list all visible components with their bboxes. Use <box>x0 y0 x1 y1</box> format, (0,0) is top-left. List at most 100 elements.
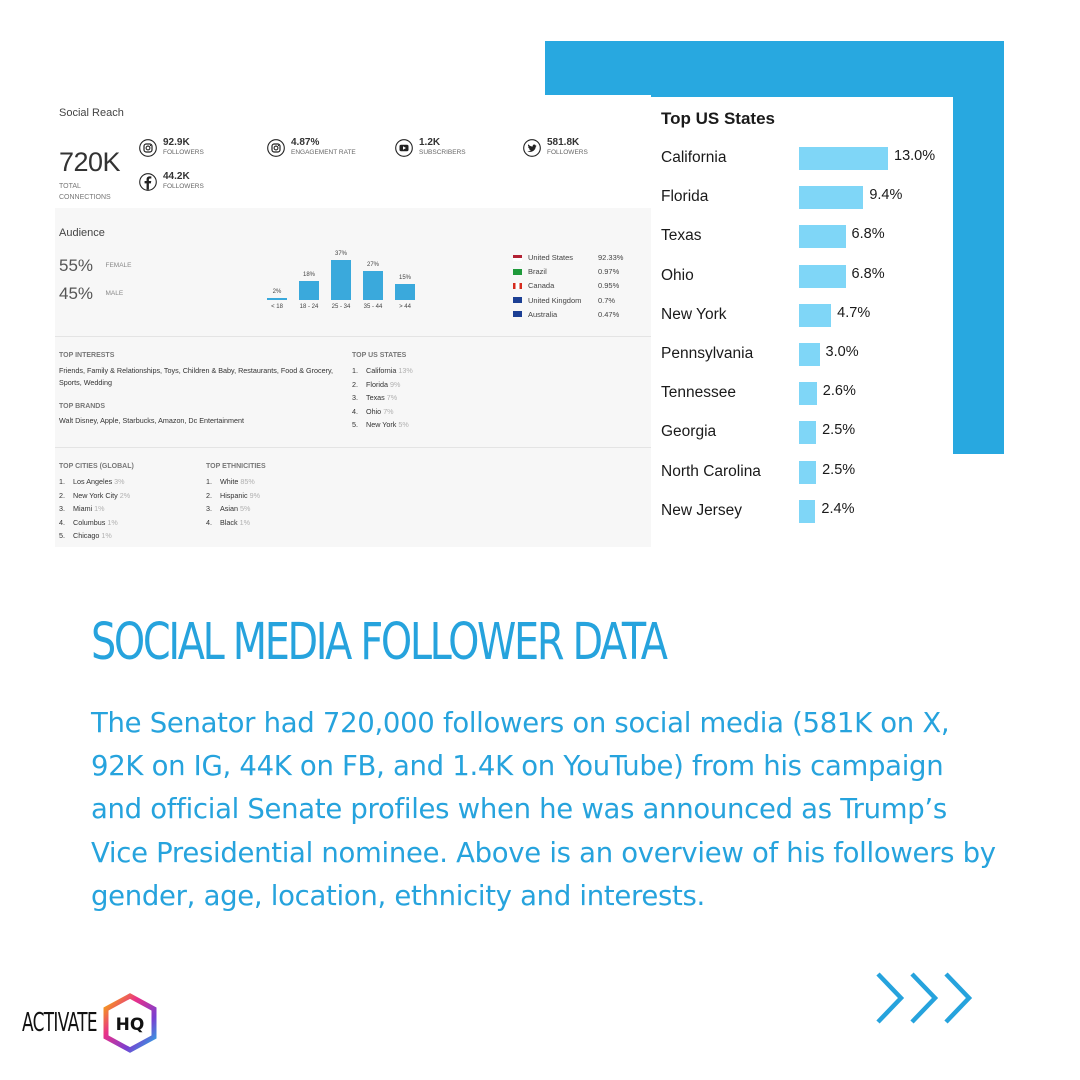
male-pct: 45% <box>59 284 94 303</box>
list-index: 1. <box>59 477 65 486</box>
list-index: 5. <box>59 531 65 540</box>
state-bar <box>799 499 816 523</box>
country-pct: 0.97% <box>598 267 620 277</box>
metric-facebook-followers: 44.2K FOLLOWERS <box>139 172 204 192</box>
state-value: 6.8% <box>851 226 885 243</box>
list-index: 2. <box>352 379 358 389</box>
age-bar-category: 25 - 34 <box>331 304 351 310</box>
social-reach-title: Social Reach <box>59 107 124 119</box>
age-bar-value: 2% <box>272 288 282 295</box>
list-name: White <box>220 477 239 486</box>
state-name: California <box>661 149 727 166</box>
state-value: 4.7% <box>837 304 871 321</box>
country-pct: 92.33% <box>598 253 624 262</box>
state-bar <box>799 186 864 210</box>
list-name: Chicago <box>73 531 100 540</box>
list-pct: 1% <box>107 517 118 527</box>
country-name: United Kingdom <box>528 295 582 305</box>
age-bar <box>299 280 319 300</box>
list-item: 5. Chicago 1% <box>59 529 130 543</box>
metric-value: 92.9K <box>163 137 190 148</box>
top-cities-label: TOP CITIES (GLOBAL) <box>59 463 134 470</box>
age-bar <box>331 260 351 300</box>
age-bar-category: < 18 <box>271 304 283 310</box>
metric-value: 1.2K <box>419 137 441 148</box>
next-chevrons-icon[interactable] <box>874 970 974 1026</box>
metric-label: FOLLOWERS <box>163 149 204 156</box>
state-name: Tennessee <box>661 384 736 402</box>
list-name: Asian <box>220 504 238 513</box>
male-label: MALE <box>105 290 124 297</box>
list-pct: 85% <box>240 477 255 486</box>
logo-hex-icon: HQ <box>101 992 159 1054</box>
metric-label: FOLLOWERS <box>547 149 588 156</box>
state-value: 2.5% <box>822 461 856 478</box>
age-bar-category: > 44 <box>399 304 411 310</box>
list-index: 3. <box>206 504 212 513</box>
top-us-states-panel: Top US States California 13.0% Florida 9.4%… <box>651 97 953 537</box>
state-name: North Carolina <box>661 462 761 480</box>
list-pct: 5% <box>398 420 409 429</box>
top-interests-text: Friends, Family & Relationships, Toys, C… <box>59 366 334 387</box>
male-stat: 45% MALE <box>59 284 123 304</box>
list-name: New York <box>366 420 397 429</box>
state-bar <box>799 147 888 170</box>
list-item: 3. Miami 1% <box>59 502 130 516</box>
facebook-icon <box>139 173 157 191</box>
body-paragraph: The Senator had 720,000 followers on soc… <box>91 707 996 912</box>
list-pct: 5% <box>239 504 251 513</box>
metric-instagram-followers: 92.9K FOLLOWERS <box>139 138 204 158</box>
list-index: 4. <box>352 406 358 416</box>
country-row: Canada 0.95% <box>513 281 638 290</box>
list-pct: 7% <box>383 406 394 416</box>
list-pct: 9% <box>249 490 260 500</box>
state-value: 9.4% <box>869 187 903 204</box>
top-interests-label: TOP INTERESTS <box>59 352 115 359</box>
divider <box>55 336 651 337</box>
state-name: Georgia <box>661 423 717 441</box>
top-us-states-small-list: 1. California 13% 2. Florida 9% 3. Texas 7% 4.… <box>352 364 413 432</box>
list-index: 1. <box>206 477 212 486</box>
metric-value: 4.87% <box>291 137 320 148</box>
state-bar <box>799 225 846 249</box>
total-connections-value: 720K <box>59 147 121 177</box>
logo-wordmark: ACTIVATE <box>22 1008 98 1038</box>
list-pct: 9% <box>389 379 401 389</box>
state-name: Ohio <box>661 266 694 284</box>
country-name: Canada <box>528 281 555 291</box>
country-name: United States <box>528 253 574 262</box>
state-value: 2.4% <box>821 500 855 517</box>
list-item: 3. Texas 7% <box>352 391 413 405</box>
list-index: 2. <box>206 490 212 500</box>
state-bar <box>799 421 817 445</box>
list-index: 2. <box>59 490 65 500</box>
list-pct: 1% <box>94 504 105 513</box>
age-distribution-chart: 2% < 18 18% 18 - 24 37% 25 - 34 27% 35 - 44 15% >… <box>263 245 433 320</box>
state-bar <box>799 264 846 288</box>
list-item: 1. Los Angeles 3% <box>59 475 130 489</box>
list-pct: 13% <box>398 366 413 375</box>
list-index: 3. <box>352 393 358 402</box>
list-item: 5. New York 5% <box>352 418 413 432</box>
list-pct: 7% <box>386 393 398 402</box>
youtube-icon <box>395 139 413 157</box>
top-ethnicities-list: 1. White 85% 2. Hispanic 9% 3. Asian 5% 4. Blac… <box>206 475 260 529</box>
female-pct: 55% <box>59 256 94 275</box>
country-flag-icon <box>513 297 522 304</box>
top-brands-label: TOP BRANDS <box>59 403 106 410</box>
country-row: United Kingdom 0.7% <box>513 296 638 305</box>
state-value: 6.8% <box>851 265 885 282</box>
age-bar-category: 35 - 44 <box>363 304 383 310</box>
list-pct: 3% <box>114 477 125 486</box>
list-item: 4. Columbus 1% <box>59 516 130 530</box>
twitter-icon <box>523 139 541 157</box>
state-bar <box>799 460 817 484</box>
state-name: New Jersey <box>661 501 742 519</box>
list-name: Columbus <box>73 517 106 527</box>
female-stat: 55% FEMALE <box>59 256 132 276</box>
page-heading: SOCIAL MEDIA FOLLOWER DATA <box>91 613 668 672</box>
country-flag-icon <box>513 254 522 261</box>
audience-title: Audience <box>59 227 105 239</box>
age-bar <box>267 297 287 300</box>
country-pct: 0.7% <box>598 295 616 305</box>
